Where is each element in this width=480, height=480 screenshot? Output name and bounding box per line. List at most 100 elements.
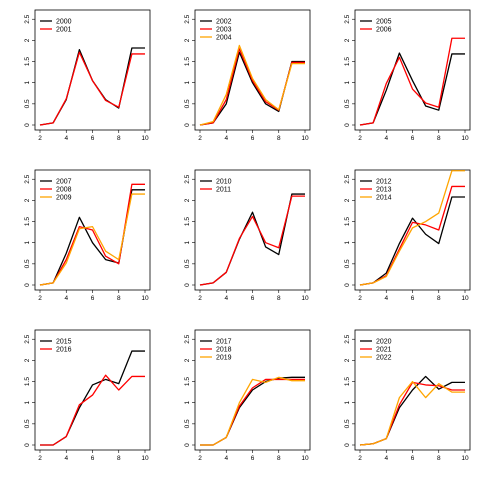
legend-label: 2002 (216, 19, 232, 26)
x-tick-label: 8 (437, 455, 441, 462)
series-line-2002 (199, 51, 305, 126)
x-tick-label: 2 (198, 135, 202, 142)
x-tick-label: 10 (141, 295, 149, 302)
y-tick-label: 0.5 (24, 259, 31, 268)
x-tick-label: 2 (38, 295, 42, 302)
plot-frame (194, 169, 311, 291)
x-tick-label: 10 (301, 295, 309, 302)
legend-label: 2005 (376, 19, 392, 26)
legend-label: 2000 (56, 19, 72, 26)
series-line-2004 (199, 44, 305, 126)
x-tick-label: 4 (64, 455, 68, 462)
x-tick-label: 6 (91, 455, 95, 462)
legend-label: 2018 (216, 347, 232, 354)
y-tick-label: 1 (344, 241, 351, 245)
legend-label: 2008 (56, 187, 72, 194)
y-tick-label: 1.5 (344, 217, 351, 226)
legend-label: 2003 (216, 27, 232, 34)
y-tick-label: 1 (344, 401, 351, 405)
y-tick-label: 0.5 (24, 419, 31, 428)
y-tick-label: 0 (184, 283, 191, 287)
y-tick-label: 2.5 (344, 174, 351, 183)
x-tick-label: 6 (411, 455, 415, 462)
x-tick-label: 6 (411, 295, 415, 302)
y-tick-label: 2 (184, 198, 191, 202)
legend-label: 2021 (376, 347, 392, 354)
legend-label: 2013 (376, 187, 392, 194)
y-tick-label: 1 (24, 401, 31, 405)
x-tick-label: 8 (437, 135, 441, 142)
x-tick-label: 4 (224, 295, 228, 302)
series-line-2001 (39, 51, 145, 126)
x-tick-label: 4 (224, 135, 228, 142)
legend-label: 2009 (56, 195, 72, 202)
x-tick-label: 8 (277, 295, 281, 302)
y-tick-label: 0.5 (184, 259, 191, 268)
series-line-2012 (359, 196, 465, 286)
y-tick-label: 0.5 (184, 419, 191, 428)
x-tick-label: 4 (384, 295, 388, 302)
y-tick-label: 0 (344, 283, 351, 287)
y-tick-label: 1.5 (344, 377, 351, 386)
series-line-2014 (359, 170, 465, 286)
series-line-2021 (359, 381, 465, 446)
x-tick-label: 10 (141, 455, 149, 462)
y-tick-label: 2.5 (184, 174, 191, 183)
y-tick-label: 1.5 (184, 217, 191, 226)
x-tick-label: 10 (461, 455, 469, 462)
y-tick-label: 2.5 (24, 174, 31, 183)
legend-label: 2011 (216, 187, 231, 194)
series-line-2020 (359, 375, 465, 446)
x-tick-label: 4 (64, 135, 68, 142)
x-tick-label: 2 (38, 455, 42, 462)
legend-label: 2012 (376, 179, 392, 186)
y-tick-label: 1 (344, 81, 351, 85)
x-tick-label: 8 (117, 455, 121, 462)
series-line-2011 (199, 195, 305, 286)
y-tick-label: 2 (24, 198, 31, 202)
series-line-2015 (40, 350, 145, 446)
y-tick-label: 1 (184, 81, 191, 85)
y-tick-label: 1 (184, 401, 191, 405)
series-line-2000 (39, 47, 145, 126)
y-tick-label: 2 (184, 38, 191, 42)
y-tick-label: 0 (344, 443, 351, 447)
x-tick-label: 6 (251, 295, 255, 302)
plot-frame (194, 9, 311, 131)
y-tick-label: 0 (24, 443, 31, 447)
plot-frame (354, 9, 471, 131)
y-tick-label: 1.5 (184, 377, 191, 386)
x-tick-label: 8 (117, 135, 121, 142)
y-tick-label: 1.5 (24, 377, 31, 386)
series-line-2019 (200, 376, 305, 446)
x-tick-label: 2 (198, 295, 202, 302)
legend-label: 2016 (56, 347, 72, 354)
legend-label: 2001 (56, 27, 72, 34)
x-tick-label: 8 (277, 455, 281, 462)
y-tick-label: 1 (184, 241, 191, 245)
y-tick-label: 2 (344, 358, 351, 362)
legend-label: 2022 (376, 355, 392, 362)
series-line-2003 (199, 48, 305, 126)
series-line-2009 (39, 193, 145, 286)
plot-frame (354, 169, 471, 291)
y-tick-label: 2.5 (24, 334, 31, 343)
x-tick-label: 4 (224, 455, 228, 462)
series-line-2016 (40, 374, 145, 446)
x-tick-label: 6 (411, 135, 415, 142)
x-tick-label: 2 (198, 455, 202, 462)
x-tick-label: 2 (38, 135, 42, 142)
y-tick-label: 0.5 (24, 99, 31, 108)
y-tick-label: 2.5 (344, 334, 351, 343)
legend-label: 2015 (56, 339, 72, 346)
